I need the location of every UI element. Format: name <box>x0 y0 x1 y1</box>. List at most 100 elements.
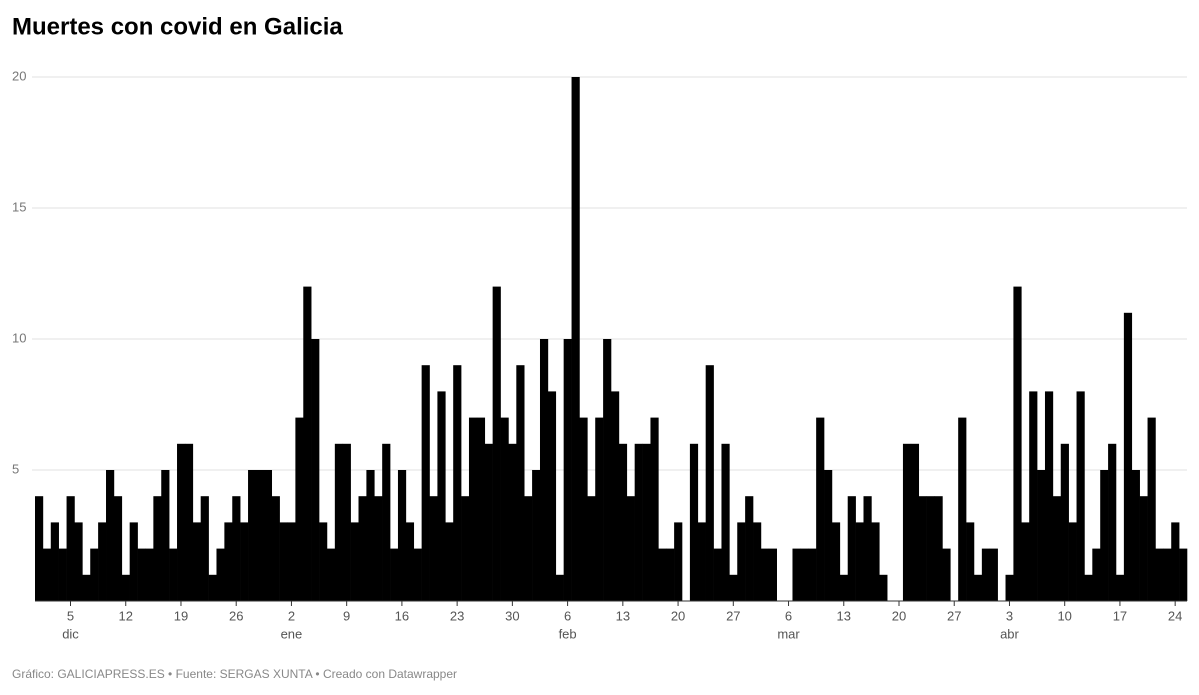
bar <box>279 522 288 601</box>
bar <box>855 522 864 601</box>
bar <box>910 443 920 601</box>
bar <box>1115 574 1125 601</box>
bar <box>413 548 422 601</box>
bar <box>129 522 138 601</box>
bar <box>958 417 967 601</box>
bar <box>208 574 217 601</box>
bar <box>382 443 391 601</box>
month-label: feb <box>559 626 577 641</box>
x-tick-label: 3 <box>1006 608 1013 623</box>
bar <box>74 522 83 601</box>
x-tick-label: 5 <box>67 608 74 623</box>
bar <box>476 417 486 601</box>
month-label: mar <box>777 626 800 641</box>
x-tick-label: 12 <box>119 608 133 623</box>
bar <box>1005 574 1014 601</box>
bar <box>847 496 856 601</box>
bar <box>500 417 509 601</box>
bar <box>705 365 714 601</box>
y-tick-label: 15 <box>12 199 26 214</box>
bar <box>1108 443 1117 601</box>
x-tick-label: 9 <box>343 608 350 623</box>
bar <box>721 443 730 601</box>
bar <box>1037 470 1046 601</box>
bar <box>263 470 273 601</box>
bar <box>461 496 470 601</box>
bar <box>871 522 880 601</box>
bar <box>137 548 146 601</box>
bar <box>177 443 186 601</box>
bar <box>1029 391 1038 601</box>
x-tick-label: 6 <box>785 608 792 623</box>
bar <box>516 365 525 601</box>
tick-bg <box>10 462 32 478</box>
bar <box>1084 574 1093 601</box>
bar <box>295 417 304 601</box>
bar <box>831 522 841 601</box>
bar <box>524 496 533 601</box>
bar <box>753 522 762 601</box>
bar <box>468 417 478 601</box>
bar <box>1155 548 1164 601</box>
y-tick-label: 20 <box>12 68 26 83</box>
bar <box>192 522 201 601</box>
bar <box>697 522 706 601</box>
bar <box>1163 548 1172 601</box>
tick-bg <box>10 200 32 216</box>
bar <box>58 548 67 601</box>
bar <box>966 522 975 601</box>
bar <box>98 522 107 601</box>
bar <box>737 522 746 601</box>
x-tick-label: 30 <box>505 608 519 623</box>
footer: Gráfico: GALICIAPRESS.ES • Fuente: SERGA… <box>12 667 457 681</box>
bar <box>508 443 517 601</box>
bar <box>66 496 75 601</box>
bar <box>926 496 935 601</box>
x-tick-label: 27 <box>947 608 961 623</box>
x-tick-label: 24 <box>1168 608 1182 623</box>
bar <box>1139 496 1148 601</box>
bar <box>824 470 833 601</box>
bar <box>453 365 462 601</box>
month-label: dic <box>62 626 79 641</box>
bar <box>358 496 367 601</box>
bar <box>216 548 225 601</box>
bar <box>271 496 280 601</box>
x-tick-label: 6 <box>564 608 571 623</box>
bar <box>1100 470 1109 601</box>
bar <box>106 470 115 601</box>
bar <box>634 443 643 601</box>
bar <box>745 496 754 601</box>
bar <box>792 548 801 601</box>
bar <box>287 522 296 601</box>
bar <box>539 339 549 601</box>
bar <box>729 574 738 601</box>
bar <box>863 496 872 601</box>
bar <box>839 574 849 601</box>
x-tick-label: 19 <box>174 608 188 623</box>
bar <box>200 496 209 601</box>
x-tick-label: 20 <box>671 608 685 623</box>
y-tick-label: 5 <box>12 461 19 476</box>
tick-bg <box>10 331 32 347</box>
bar <box>50 522 59 601</box>
bar <box>1044 391 1054 601</box>
bar <box>421 365 430 601</box>
tick-bg <box>10 69 32 85</box>
bar <box>334 443 344 601</box>
bar <box>390 548 399 601</box>
bar <box>1021 522 1030 601</box>
bar <box>816 417 825 601</box>
x-tick-label: 13 <box>616 608 630 623</box>
month-label: abr <box>1000 626 1019 641</box>
bar <box>1013 286 1022 601</box>
bar <box>374 496 383 601</box>
bar <box>145 548 154 601</box>
bar <box>579 417 588 601</box>
bar <box>184 443 194 601</box>
bar <box>563 339 572 601</box>
x-tick-label: 27 <box>726 608 740 623</box>
bar <box>800 548 809 601</box>
bar <box>689 443 699 601</box>
bar <box>713 548 722 601</box>
